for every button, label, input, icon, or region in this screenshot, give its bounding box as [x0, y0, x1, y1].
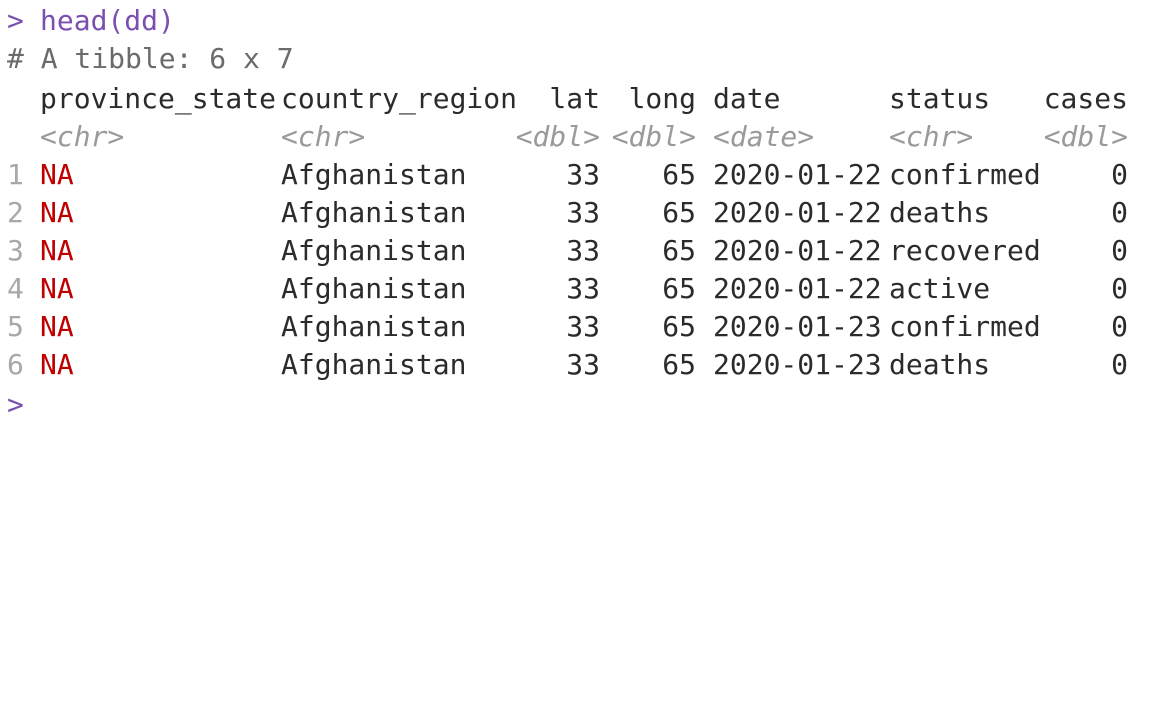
column-type-lat: <dbl> [515, 120, 600, 153]
table-row: 5 NA Afghanistan 33 65 2020-01-23 confir… [0, 308, 1168, 346]
long-value: 65 [662, 310, 696, 343]
cases-value: 0 [1111, 196, 1128, 229]
date-value: 2020-01-23 [713, 310, 882, 343]
country-region-value: Afghanistan [281, 196, 467, 229]
table-row: 6 NA Afghanistan 33 65 2020-01-23 deaths… [0, 346, 1168, 384]
status-value: deaths [889, 348, 991, 381]
lat-value: 33 [566, 310, 600, 343]
tibble-dimension-comment: # A tibble: 6 x 7 [7, 42, 294, 75]
column-header-country-region: country_region [281, 82, 518, 115]
table-row: 2 NA Afghanistan 33 65 2020-01-22 deaths… [0, 194, 1168, 232]
prompt-symbol: > [7, 4, 24, 37]
column-type-cases: <dbl> [1043, 120, 1128, 153]
status-value: active [889, 272, 991, 305]
country-region-value: Afghanistan [281, 272, 467, 305]
date-value: 2020-01-22 [713, 234, 882, 267]
column-header-province-state: province_state [40, 82, 277, 115]
lat-value: 33 [566, 158, 600, 191]
lat-value: 33 [566, 348, 600, 381]
table-header: province_state country_region lat long d… [0, 80, 1168, 118]
command-line: > head(dd) [0, 2, 175, 40]
status-value: confirmed [889, 310, 1041, 343]
province-state-value: NA [40, 310, 74, 343]
cases-value: 0 [1111, 158, 1128, 191]
table-row: 3 NA Afghanistan 33 65 2020-01-22 recove… [0, 232, 1168, 270]
long-value: 65 [662, 348, 696, 381]
long-value: 65 [662, 158, 696, 191]
lat-value: 33 [566, 272, 600, 305]
row-number: 3 [7, 234, 24, 267]
province-state-value: NA [40, 158, 74, 191]
country-region-value: Afghanistan [281, 234, 467, 267]
table-type-row: <chr> <chr> <dbl> <dbl> <date> <chr> <db… [0, 118, 1168, 156]
column-header-cases: cases [1043, 82, 1128, 115]
column-type-long: <dbl> [611, 120, 696, 153]
row-number: 5 [7, 310, 24, 343]
long-value: 65 [662, 272, 696, 305]
country-region-value: Afghanistan [281, 310, 467, 343]
province-state-value: NA [40, 234, 74, 267]
cases-value: 0 [1111, 310, 1128, 343]
country-region-value: Afghanistan [281, 348, 467, 381]
long-value: 65 [662, 196, 696, 229]
date-value: 2020-01-23 [713, 348, 882, 381]
r-console[interactable]: > head(dd) # A tibble: 6 x 7 province_st… [0, 0, 1168, 434]
input-line[interactable]: > [0, 386, 67, 424]
cases-value: 0 [1111, 272, 1128, 305]
row-number: 1 [7, 158, 24, 191]
cases-value: 0 [1111, 348, 1128, 381]
date-value: 2020-01-22 [713, 196, 882, 229]
table-row: 1 NA Afghanistan 33 65 2020-01-22 confir… [0, 156, 1168, 194]
status-value: confirmed [889, 158, 1041, 191]
row-number: 6 [7, 348, 24, 381]
row-number: 4 [7, 272, 24, 305]
lat-value: 33 [566, 234, 600, 267]
column-header-status: status [889, 82, 991, 115]
status-value: recovered [889, 234, 1041, 267]
date-value: 2020-01-22 [713, 272, 882, 305]
column-type-country-region: <chr> [281, 120, 366, 153]
lat-value: 33 [566, 196, 600, 229]
table-row: 4 NA Afghanistan 33 65 2020-01-22 active… [0, 270, 1168, 308]
column-header-date: date [713, 82, 781, 115]
column-type-date: <date> [713, 120, 815, 153]
status-value: deaths [889, 196, 991, 229]
column-header-lat: lat [549, 82, 600, 115]
cases-value: 0 [1111, 234, 1128, 267]
command-text[interactable]: head(dd) [40, 4, 175, 37]
country-region-value: Afghanistan [281, 158, 467, 191]
province-state-value: NA [40, 348, 74, 381]
long-value: 65 [662, 234, 696, 267]
date-value: 2020-01-22 [713, 158, 882, 191]
column-type-province-state: <chr> [40, 120, 125, 153]
province-state-value: NA [40, 196, 74, 229]
column-type-status: <chr> [889, 120, 974, 153]
prompt-symbol: > [7, 388, 24, 421]
column-header-long: long [628, 82, 696, 115]
province-state-value: NA [40, 272, 74, 305]
tibble-comment: # A tibble: 6 x 7 [0, 40, 294, 78]
row-number: 2 [7, 196, 24, 229]
